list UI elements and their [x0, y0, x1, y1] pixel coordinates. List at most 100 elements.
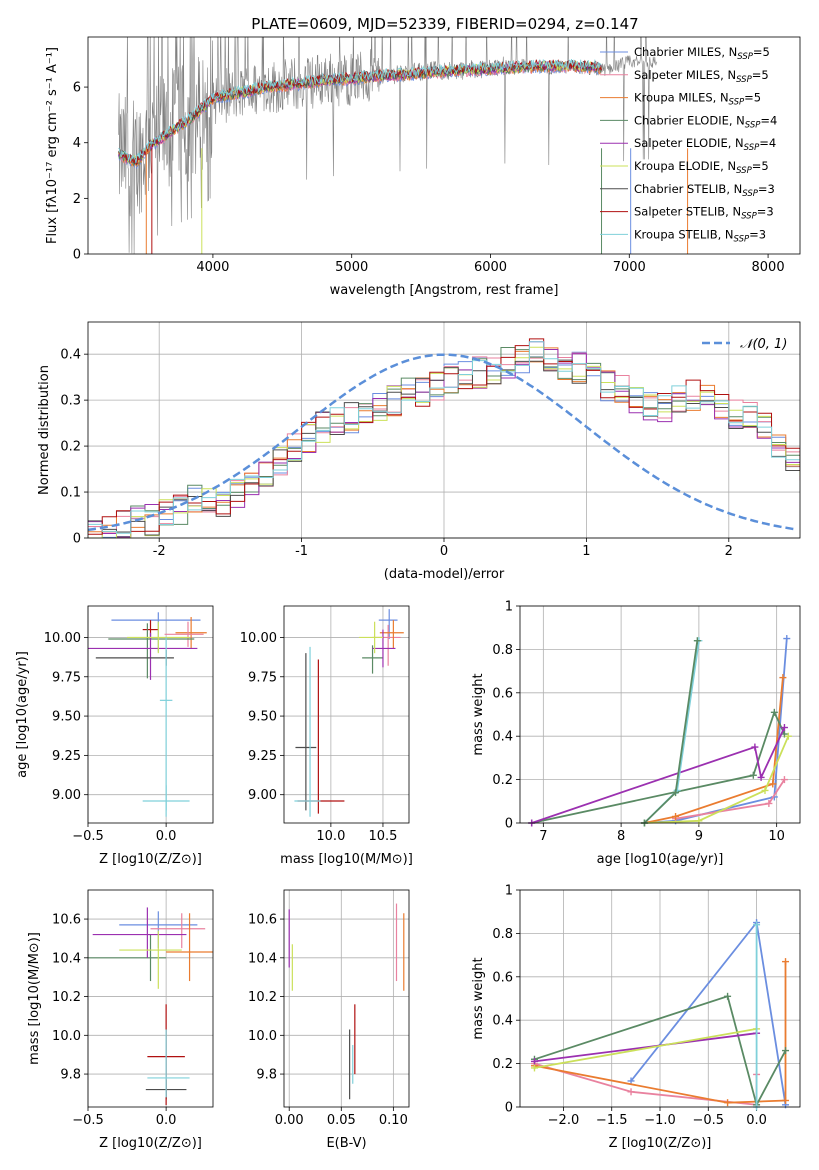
histogram-step	[88, 338, 800, 535]
y-tick-label: 0	[505, 1101, 513, 1116]
massweight-vs-age-panel: 7 8 9 10 0 0.2 0.4 0.6 0.8 1 age [log10(age/yr)] ma…	[471, 600, 801, 867]
x-tick-label: 2	[725, 544, 733, 559]
mass-weight-line	[531, 709, 786, 824]
x-tick-label: 0.05	[327, 1113, 356, 1128]
axes-frame	[87, 605, 214, 824]
y-tick-label: 10.0	[248, 1029, 277, 1044]
x-tick-label: 1	[582, 544, 590, 559]
axes-frame	[87, 36, 801, 255]
y-tick-label: 2	[73, 192, 81, 207]
spectrum-panel: 4000 5000 6000 7000 8000 0 2 4 6 wavelength [Angs…	[45, 36, 801, 298]
x-tick-label: 0	[440, 544, 448, 559]
y-tick-label: 10.2	[52, 990, 81, 1005]
axes-frame	[283, 889, 410, 1108]
y-tick-label: 10.00	[240, 631, 277, 646]
y-tick-label: 0.3	[60, 394, 81, 409]
mass-weight-line	[531, 727, 786, 824]
y-tick-label: 6	[73, 81, 81, 96]
mass-weight-line	[534, 995, 787, 1108]
axes-frame	[283, 605, 410, 824]
y-tick-label: 10.2	[248, 990, 277, 1005]
y-tick-label: 9.50	[248, 710, 277, 725]
y-tick-label: 0.8	[492, 643, 513, 658]
x-tick-label: -1	[295, 544, 308, 559]
mass-weight-line	[644, 735, 790, 824]
y-axis-label: mass weight	[471, 673, 486, 755]
histogram-step	[88, 341, 800, 538]
y-tick-label: 10.4	[52, 951, 81, 966]
y-tick-label: 9.25	[52, 749, 81, 764]
x-tick-label: 8	[617, 829, 625, 844]
y-tick-label: 0.6	[492, 686, 513, 701]
y-tick-label: 9.25	[248, 749, 277, 764]
mass-weight-line	[644, 638, 788, 824]
x-axis-label: wavelength [Angstrom, rest frame]	[330, 283, 559, 298]
y-tick-label: 4	[73, 136, 81, 151]
legend-label: Chabrier STELIB, NSSP=3	[634, 182, 775, 199]
legend-label: 𝒩(0, 1)	[740, 337, 787, 352]
x-tick-label: 0.00	[275, 1113, 304, 1128]
legend-label: Kroupa ELODIE, NSSP=5	[634, 159, 769, 176]
x-axis-label: E(B-V)	[326, 1136, 366, 1151]
x-tick-label: 7	[539, 829, 547, 844]
age-vs-Z-panel: −0.5 0.0 9.00 9.25 9.50 9.75 10.00 Z [log10(Z/Z…	[15, 605, 214, 867]
x-tick-label: 0.0	[156, 829, 177, 844]
y-tick-label: 0.2	[60, 440, 81, 455]
y-axis-label: Flux [fλ10⁻¹⁷ erg cm⁻² s⁻¹ A⁻¹]	[45, 47, 60, 244]
histograms	[88, 338, 800, 538]
y-tick-label: 0	[73, 532, 81, 547]
x-tick-label: 0.0	[156, 1113, 177, 1128]
axes-frame	[87, 321, 801, 539]
y-tick-label: 10.4	[248, 951, 277, 966]
x-tick-label: 5000	[335, 260, 368, 275]
x-axis-label: (data-model)/error	[384, 567, 505, 582]
y-tick-label: 9.00	[52, 788, 81, 803]
residuals-panel: -2 -1 0 1 2 0 0.1 0.2 0.3 0.4 (data-model)/error No…	[37, 321, 801, 582]
x-tick-label: −0.5	[72, 829, 104, 844]
y-tick-label: 0.4	[492, 1014, 513, 1029]
legend-label: Kroupa MILES, NSSP=5	[634, 91, 761, 108]
y-tick-label: 9.8	[60, 1068, 81, 1083]
x-tick-label: −1.5	[596, 1113, 628, 1128]
y-tick-label: 9.8	[256, 1068, 277, 1083]
y-axis-label: age [log10(age/yr)]	[15, 651, 30, 778]
y-axis-label: mass weight	[471, 957, 486, 1039]
x-tick-label: 4000	[196, 260, 229, 275]
x-tick-label: -2	[153, 544, 166, 559]
x-tick-label: −2.0	[548, 1113, 580, 1128]
x-axis-label: age [log10(age/yr)]	[597, 852, 724, 867]
y-tick-label: 0.6	[492, 970, 513, 985]
y-tick-label: 0	[505, 817, 513, 832]
x-tick-label: 9	[695, 829, 703, 844]
y-tick-label: 1	[505, 884, 513, 899]
histogram-step	[88, 341, 800, 534]
y-tick-label: 1	[505, 600, 513, 615]
x-axis-label: Z [log10(Z/Z⊙)]	[99, 852, 202, 867]
y-tick-label: 9.00	[248, 788, 277, 803]
x-tick-label: 10.5	[368, 829, 397, 844]
model-spectrum-line	[118, 60, 602, 163]
mass-vs-EBV-panel: 0.00 0.05 0.10 9.8 10.0 10.2 10.4 10.6 E(B-V)	[248, 889, 410, 1151]
age-vs-mass-panel: 10.0 10.5 9.00 9.25 9.50 9.75 10.00 mass [log10…	[240, 605, 413, 867]
legend-label: Salpeter ELODIE, NSSP=4	[634, 136, 776, 153]
y-tick-label: 9.75	[52, 670, 81, 685]
x-tick-label: −0.5	[692, 1113, 724, 1128]
y-tick-label: 9.75	[248, 670, 277, 685]
y-tick-label: 10.00	[44, 631, 81, 646]
mass-weight-line	[534, 1032, 757, 1063]
legend-label: Chabrier MILES, NSSP=5	[634, 45, 770, 62]
mass-weight-line	[644, 677, 784, 824]
y-tick-label: 0	[73, 248, 81, 263]
figure-title: PLATE=0609, MJD=52339, FIBERID=0294, z=0…	[251, 15, 638, 33]
x-tick-label: −0.5	[72, 1113, 104, 1128]
y-tick-label: 9.50	[52, 710, 81, 725]
y-axis-label: mass [log10(M/M⊙)]	[27, 932, 42, 1065]
histogram-step	[88, 347, 800, 533]
y-tick-label: 0.4	[492, 730, 513, 745]
x-tick-label: 6000	[474, 260, 507, 275]
histogram-step	[88, 359, 800, 536]
x-tick-label: 10.0	[316, 829, 345, 844]
y-tick-label: 0.1	[60, 486, 81, 501]
